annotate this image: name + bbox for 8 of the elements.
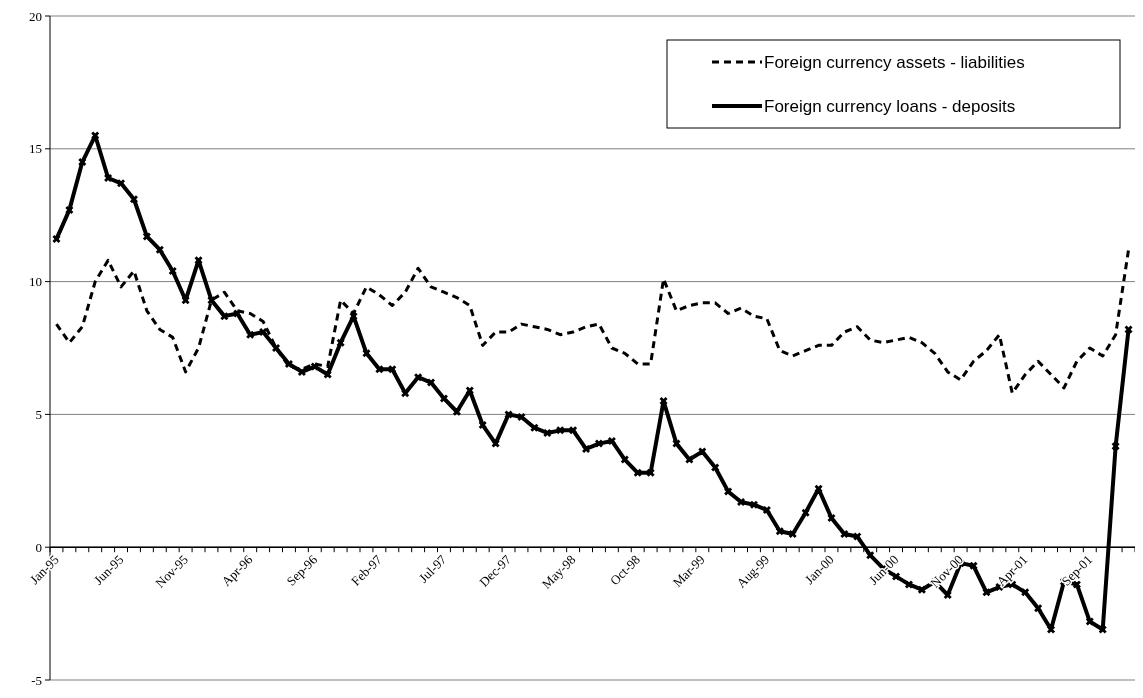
y-tick-label: 20 (29, 8, 42, 24)
y-tick-label: 15 (29, 141, 42, 157)
legend-label: Foreign currency assets - liabilities (764, 52, 1025, 72)
legend-label: Foreign currency loans - deposits (764, 96, 1016, 116)
y-tick-label: 0 (35, 539, 42, 555)
y-tick-label: -5 (31, 672, 42, 688)
y-tick-label: 10 (29, 274, 42, 290)
y-tick-label: 5 (35, 406, 42, 422)
